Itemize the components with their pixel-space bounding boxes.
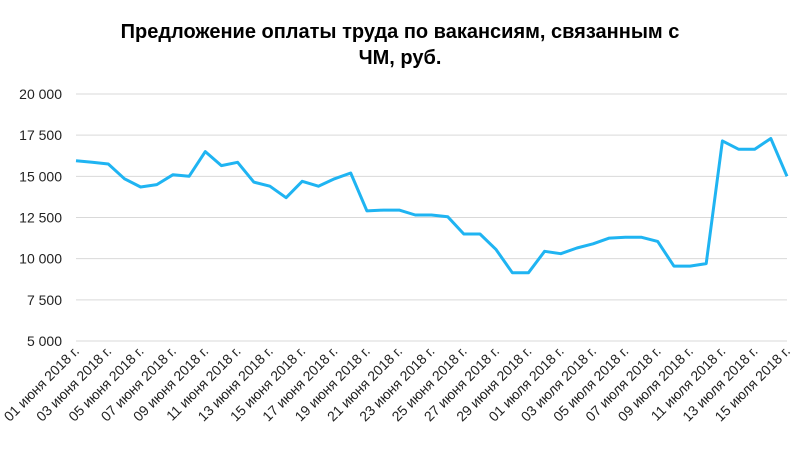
y-tick-label: 10 000 bbox=[19, 251, 62, 267]
y-tick-label: 20 000 bbox=[19, 86, 62, 102]
y-tick-label: 15 000 bbox=[19, 168, 62, 184]
y-tick-label: 12 500 bbox=[19, 210, 62, 226]
y-tick-label: 7 500 bbox=[27, 292, 62, 308]
y-tick-label: 17 500 bbox=[19, 127, 62, 143]
line bbox=[75, 137, 789, 275]
chart-title: Предложение оплаты труда по вакансиям, с… bbox=[121, 21, 680, 69]
y-tick-label: 5 000 bbox=[27, 333, 62, 349]
